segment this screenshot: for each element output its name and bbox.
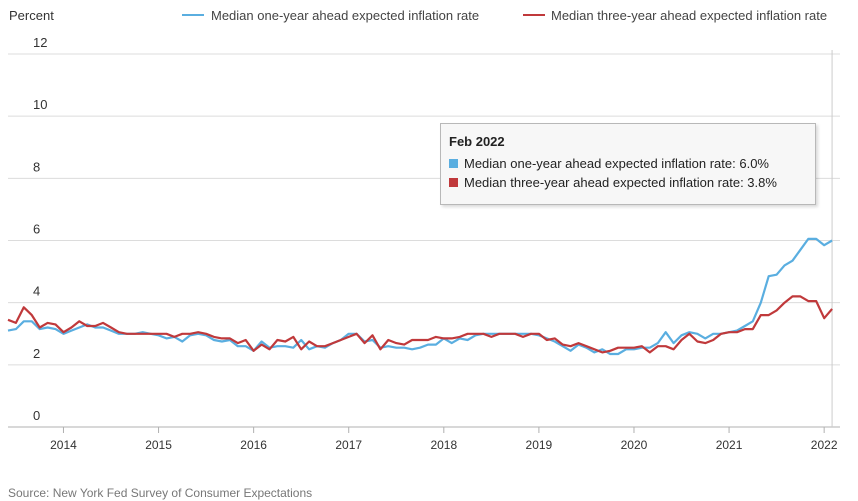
y-tick-label-0: 0 [33, 408, 40, 423]
x-tick-label-2022: 2022 [811, 438, 838, 452]
tooltip-row-one-year: Median one-year ahead expected inflation… [449, 156, 807, 171]
tooltip-title: Feb 2022 [449, 134, 505, 149]
x-tick-label-2020: 2020 [621, 438, 648, 452]
y-tick-label-4: 4 [33, 284, 40, 299]
tooltip-text-one-year: Median one-year ahead expected inflation… [464, 156, 769, 171]
source-note: Source: New York Fed Survey of Consumer … [8, 486, 313, 500]
legend-label-three-year[interactable]: Median three-year ahead expected inflati… [551, 8, 827, 23]
y-tick-label-8: 8 [33, 159, 40, 174]
hover-tooltip: Feb 2022 Median one-year ahead expected … [440, 123, 816, 205]
y-tick-label-6: 6 [33, 222, 40, 237]
y-axis-label: Percent [9, 8, 54, 23]
y-tick-label-10: 10 [33, 97, 47, 112]
legend: Median one-year ahead expected inflation… [182, 8, 827, 23]
y-tick-label-12: 12 [33, 35, 47, 50]
x-tick-label-2017: 2017 [335, 438, 362, 452]
tooltip-row-three-year: Median three-year ahead expected inflati… [449, 175, 807, 190]
series-lines[interactable] [7, 237, 833, 356]
x-tick-label-2019: 2019 [526, 438, 553, 452]
tooltip-text-three-year: Median three-year ahead expected inflati… [464, 175, 777, 190]
series-line-one-year[interactable] [7, 237, 833, 356]
x-tick-label-2015: 2015 [145, 438, 172, 452]
y-tick-label-2: 2 [33, 346, 40, 361]
tooltip-swatch-one-year [449, 159, 458, 168]
series-line-three-year[interactable] [7, 295, 833, 354]
gridlines [8, 53, 840, 428]
legend-label-one-year[interactable]: Median one-year ahead expected inflation… [211, 8, 479, 23]
x-tick-label-2018: 2018 [430, 438, 457, 452]
x-tick-label-2016: 2016 [240, 438, 267, 452]
y-tick-labels: 0 2 4 6 8 10 12 [33, 35, 47, 423]
x-axis: 2014 2015 2016 2017 2018 2019 2020 2021 2022 [50, 427, 838, 452]
x-tick-label-2014: 2014 [50, 438, 77, 452]
tooltip-swatch-three-year [449, 178, 458, 187]
x-tick-label-2021: 2021 [716, 438, 743, 452]
